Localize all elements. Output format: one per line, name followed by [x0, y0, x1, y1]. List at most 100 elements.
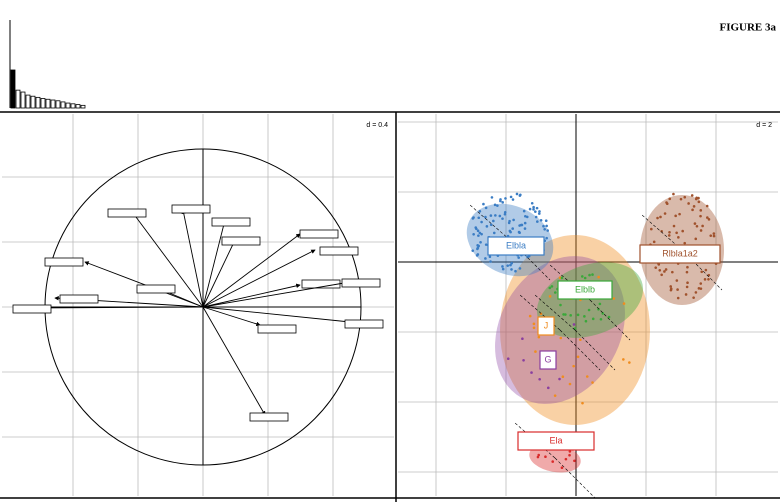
- eigenvalue-bar: [40, 98, 46, 109]
- point: [534, 215, 538, 219]
- point: [697, 200, 701, 204]
- point: [538, 210, 541, 213]
- point: [476, 244, 479, 247]
- point: [542, 224, 545, 228]
- star-line: [519, 294, 561, 331]
- point: [512, 218, 515, 222]
- point: [520, 223, 524, 227]
- variable-label-box: [136, 284, 176, 294]
- point: [684, 293, 688, 296]
- correlation-circle-panel: [2, 114, 394, 496]
- point: [488, 255, 492, 259]
- point: [695, 196, 698, 200]
- point: [492, 231, 496, 235]
- point: [659, 215, 662, 219]
- point: [601, 312, 605, 315]
- eigenvalue-bar: [20, 91, 26, 109]
- point: [545, 224, 548, 228]
- star-line: [509, 239, 551, 281]
- point: [699, 209, 703, 212]
- point: [591, 381, 594, 384]
- point: [553, 394, 557, 397]
- point: [706, 216, 709, 219]
- point: [477, 216, 481, 220]
- point: [699, 287, 703, 290]
- variable-label-box: [344, 319, 384, 329]
- point: [598, 302, 602, 306]
- point: [515, 192, 519, 196]
- point: [537, 335, 541, 339]
- point: [687, 202, 690, 205]
- point: [657, 263, 661, 266]
- point: [568, 453, 571, 457]
- point: [712, 234, 716, 238]
- point: [532, 208, 535, 211]
- point: [576, 355, 580, 359]
- point: [501, 265, 504, 268]
- point: [484, 206, 488, 210]
- point: [581, 401, 584, 405]
- point: [472, 233, 475, 236]
- loading-arrow: [202, 233, 301, 308]
- point: [668, 197, 672, 201]
- point: [498, 214, 502, 218]
- point: [568, 382, 572, 386]
- variable-label-box: [211, 217, 251, 227]
- point: [539, 218, 543, 222]
- point: [550, 285, 554, 288]
- point: [509, 195, 513, 199]
- point: [607, 315, 611, 319]
- point: [712, 232, 716, 235]
- point: [692, 296, 695, 299]
- point: [543, 227, 546, 231]
- point: [523, 227, 527, 230]
- point: [685, 270, 689, 274]
- eigenvalue-bar: [30, 95, 36, 109]
- group-label-box: [487, 236, 545, 256]
- group-label-box: [639, 244, 721, 264]
- star-line: [559, 329, 601, 371]
- eigenvalue-bar: [60, 101, 66, 109]
- point: [700, 270, 704, 274]
- loading-arrow: [84, 261, 204, 308]
- variable-label-box: [107, 208, 147, 218]
- point: [511, 198, 515, 201]
- variable-label-box: [12, 304, 52, 314]
- group-label: Rlbla1a2: [662, 248, 698, 258]
- point: [656, 216, 659, 220]
- point: [675, 231, 678, 235]
- point: [669, 288, 673, 292]
- point: [599, 317, 603, 321]
- eigenvalue-bar: [45, 98, 51, 109]
- loading-arrow: [202, 249, 316, 308]
- point: [551, 460, 555, 463]
- group-label: Elblb: [575, 284, 595, 294]
- point: [522, 209, 526, 213]
- point: [705, 204, 709, 208]
- group-label: Ela: [549, 435, 562, 445]
- point: [534, 350, 537, 353]
- eigenvalue-bar: [80, 104, 86, 109]
- point: [681, 229, 684, 233]
- group-label-box: [517, 431, 595, 451]
- eigenvalue-bar: [10, 69, 16, 109]
- point: [564, 313, 567, 316]
- star-line: [589, 299, 631, 341]
- point: [493, 203, 497, 207]
- point: [667, 234, 671, 237]
- eigenvalue-bar: [70, 103, 76, 109]
- point: [597, 307, 600, 311]
- point: [695, 224, 699, 228]
- point: [472, 216, 475, 219]
- point: [564, 457, 568, 461]
- group-label: J: [544, 320, 549, 330]
- point: [675, 279, 679, 282]
- point: [585, 375, 589, 378]
- scale-label: d = 0.4: [366, 122, 388, 129]
- point: [686, 265, 689, 269]
- point: [518, 194, 522, 197]
- point: [518, 224, 521, 227]
- point: [548, 295, 552, 298]
- group-label: G: [544, 354, 551, 364]
- eigenvalue-bar: [35, 96, 41, 109]
